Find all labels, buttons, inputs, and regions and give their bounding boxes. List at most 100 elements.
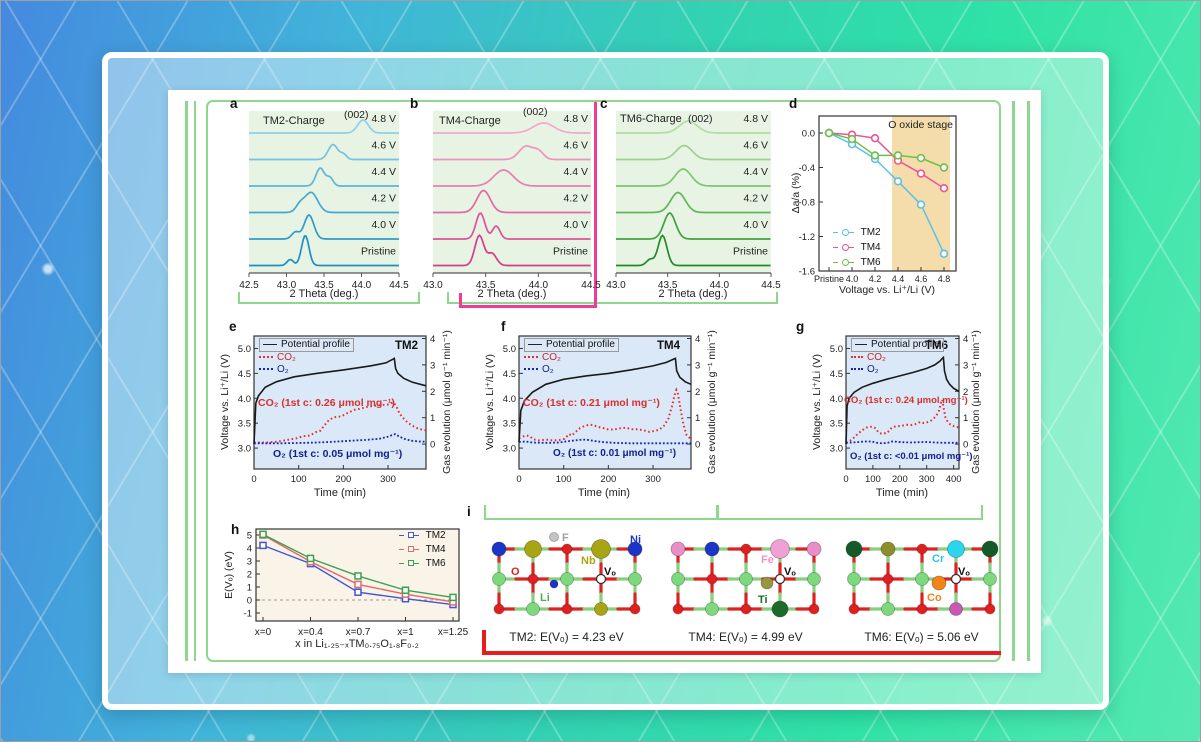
plot-text: Ti xyxy=(758,594,768,606)
xrd-peak-label-b: (002) xyxy=(523,106,548,118)
plot-text: 4.8 V xyxy=(743,113,768,125)
plot-text: 44.0 xyxy=(710,280,730,291)
plot-text: 4 xyxy=(247,544,252,555)
plot-text: Ni xyxy=(630,534,641,546)
plot-text: 44.0 xyxy=(529,280,549,291)
xrd-plot-tm2: 4.8 V 4.6 V 4.4 V 4.2 V 4.0 V Pristine 42.5 43.… xyxy=(239,111,409,291)
h-xlabel: x in Li₁.₂₅₋ₓTM₀.₇₅O₁.₈F₀.₂ xyxy=(295,638,419,650)
xrd-title-tm4: TM4-Charge xyxy=(439,115,501,127)
plot-text: 0 xyxy=(430,440,435,451)
d-legend-tm2: TM2 xyxy=(833,227,881,239)
panel-letter-b: b xyxy=(410,96,419,111)
d-xlabel: Voltage vs. Li⁺/Li (V) xyxy=(838,284,935,296)
plot-text: 43.5 xyxy=(314,280,334,291)
plot-text: 0 xyxy=(963,440,968,451)
plot-text: 4.6 V xyxy=(563,140,588,152)
g-legend: Potential profile CO₂ O₂ xyxy=(851,338,944,376)
panel-letter-c: c xyxy=(600,96,608,111)
vacancy-energy-plot: 5 4 3 2 1 0 -1x=0 x=0.4 x=0.7 x=1 x=1.25 xyxy=(244,528,469,638)
plot-text: 0 xyxy=(843,474,848,485)
plot-text: 4.6 V xyxy=(371,140,396,152)
decor-line-left-2 xyxy=(193,101,196,661)
plot-text: Co xyxy=(927,592,942,604)
d-ylabel: Δa/a (%) xyxy=(790,172,802,214)
plot-text: x=1 xyxy=(397,627,414,638)
plot-text: 44.5 xyxy=(389,280,409,291)
plot-text: 4.5 xyxy=(238,369,251,380)
panel-letter-e: e xyxy=(229,319,237,334)
plot-text: 100 xyxy=(556,474,572,485)
plot-text: Pristine xyxy=(733,246,768,258)
plot-text: 44.0 xyxy=(352,280,372,291)
f-xlabel: Time (min) xyxy=(577,487,631,499)
g-o2-note: O₂ (1st c: <0.01 μmol mg⁻¹) xyxy=(850,451,973,462)
h-legend-tm6: TM6 xyxy=(399,558,446,570)
structure-tm6: Cr Vₒ Co xyxy=(845,540,999,616)
xrd-plot-tm4: 4.8 V 4.6 V 4.4 V 4.2 V 4.0 V Pristine 43.0 43.… xyxy=(423,111,601,291)
plot-text: x=0 xyxy=(255,627,272,638)
red-connector-horizontal xyxy=(482,651,1001,655)
panel-letter-f: f xyxy=(501,319,506,334)
plot-text: 1 xyxy=(430,413,435,424)
plot-text: Fe xyxy=(761,554,774,566)
plot-text: 400 xyxy=(946,474,962,485)
plot-text: 43.0 xyxy=(606,280,626,291)
plot-text: -1.6 xyxy=(799,267,815,278)
structure-tm4: Fe Vₒ Ti xyxy=(670,539,822,618)
xrd-xlabel-a: 2 Theta (deg.) xyxy=(289,288,359,300)
e-o2-note: O₂ (1st c: 0.05 μmol mg⁻¹) xyxy=(273,448,403,460)
plot-text: 4.0 xyxy=(238,394,251,405)
plot-text: 44.5 xyxy=(581,280,601,291)
g-co2-note: CO₂ (1st c: 0.24 μmol mg⁻¹) xyxy=(844,395,968,406)
g-left-ylabel: Voltage vs. Li⁺/Li (V) xyxy=(811,353,823,451)
panel-letter-g: g xyxy=(796,319,805,334)
e-co2-note: CO₂ (1st c: 0.26 μmol mg⁻¹) xyxy=(258,397,395,409)
plot-text: 4 xyxy=(430,334,435,345)
plot-text: 5.0 xyxy=(503,344,516,355)
plot-text: 4.4 xyxy=(892,274,905,284)
structure-tm2: F Ni Nb Vₒ O Li xyxy=(491,532,643,616)
plot-text: Vₒ xyxy=(604,566,616,578)
plot-text: 4.8 V xyxy=(371,113,396,125)
plot-text: 0 xyxy=(695,440,700,451)
f-co2-note: CO₂ (1st c: 0.21 μmol mg⁻¹) xyxy=(523,397,660,409)
plot-text: 4.0 xyxy=(503,394,516,405)
plot-text: 2 xyxy=(695,387,700,398)
plot-text: 4.0 xyxy=(846,274,859,284)
plot-text: 4.8 xyxy=(938,274,951,284)
plot-text: 4.2 V xyxy=(743,193,768,205)
plot-text: Pristine xyxy=(553,246,588,258)
plot-text: 2 xyxy=(963,387,968,398)
plot-text: x=0.7 xyxy=(346,627,371,638)
plot-text: 4.2 V xyxy=(371,193,396,205)
plot-text: x=0.4 xyxy=(298,627,323,638)
plot-text: 4.6 xyxy=(915,274,928,284)
panel-letter-i: i xyxy=(467,504,471,519)
plot-text: 0 xyxy=(247,596,252,607)
plot-text: 4.2 V xyxy=(563,193,588,205)
plot-text: 200 xyxy=(892,474,908,485)
plot-text: 44.5 xyxy=(761,280,781,291)
plot-text: 3 xyxy=(430,360,435,371)
structure-caption-tm6: TM6: E(Vₒ) = 5.06 eV xyxy=(864,630,979,644)
plot-text: 100 xyxy=(291,474,307,485)
f-o2-note: O₂ (1st c: 0.01 μmol mg⁻¹) xyxy=(553,448,677,459)
plot-text: 4.0 V xyxy=(371,219,396,231)
plot-text: 4.0 V xyxy=(743,219,768,231)
pink-connector-vertical xyxy=(594,102,597,308)
panel-letter-d: d xyxy=(789,96,798,111)
f-legend: Potential profile CO₂ O₂ xyxy=(524,338,619,376)
decor-line-right-2 xyxy=(1027,101,1030,661)
plot-text: 4 xyxy=(963,334,968,345)
plot-text: 5.0 xyxy=(830,344,843,355)
plot-text: Pristine xyxy=(361,246,396,258)
plot-text: 0.0 xyxy=(802,129,815,140)
plot-text: 0 xyxy=(516,474,521,485)
bracket-efg-mid-tick xyxy=(716,505,719,520)
plot-text: 300 xyxy=(919,474,935,485)
d-legend-tm4: TM4 xyxy=(833,242,881,254)
h-legend-tm4: TM4 xyxy=(399,544,446,556)
plot-text: 100 xyxy=(865,474,881,485)
